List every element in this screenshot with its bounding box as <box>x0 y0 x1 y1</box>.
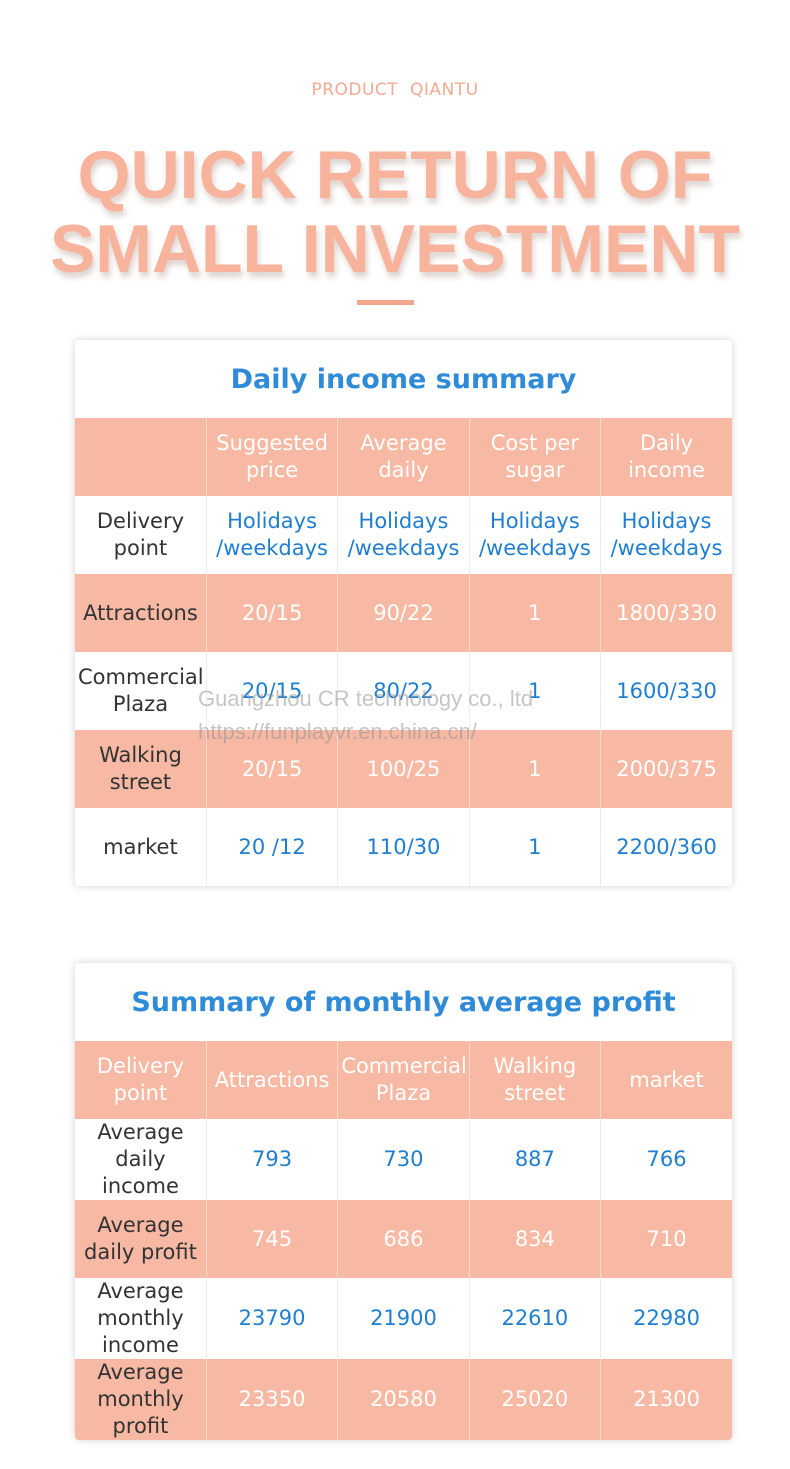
table-card: Daily income summary Suggested price Avera… <box>75 340 732 886</box>
table-cell: 710 <box>600 1200 732 1278</box>
table-row: Attractions 20/15 90/22 1 1800/330 <box>75 574 732 652</box>
header-cell: Daily income <box>600 418 732 496</box>
table-title: Summary of monthly average profit <box>131 987 676 1018</box>
table-cell: 2200/360 <box>616 834 717 859</box>
table-row: market 20 /12 110/30 1 2200/360 <box>75 808 732 886</box>
table-cell: 23790 <box>206 1278 339 1359</box>
table-cell: 766 <box>646 1147 687 1171</box>
row-label: Average monthly profit <box>75 1359 207 1440</box>
table-row: Walking street 20/15 100/25 1 2000/375 <box>75 730 732 808</box>
table-cell: 20/15 <box>206 574 339 652</box>
table-card: Summary of monthly average profit Deliver… <box>75 963 732 1440</box>
table-cell: Holidays /weekdays <box>206 496 339 574</box>
header-row: Delivery point Attractions Commercial Plaz… <box>75 1041 732 1119</box>
table-cell: 834 <box>469 1200 602 1278</box>
table-cell: 1600/330 <box>616 678 717 703</box>
table: Suggested price Average daily Cost per sug… <box>75 418 732 886</box>
table-cell: 686 <box>337 1200 470 1278</box>
watermark: Guangzhou CR technology co., ltd <box>198 686 534 711</box>
table-cell: 90/22 <box>337 574 470 652</box>
table-cell: 23350 <box>206 1359 339 1440</box>
row-label: Delivery point <box>75 496 207 574</box>
table-cell: 1 <box>469 808 602 886</box>
row-label: market <box>75 808 207 886</box>
row-label: Walking street <box>75 730 207 808</box>
header-cell: Suggested price <box>206 418 339 496</box>
header-cell: Cost per sugar <box>469 418 602 496</box>
table-cell: 1 <box>469 652 602 730</box>
table-cell: 20/15 <box>206 730 339 808</box>
table-cell: Holidays /weekdays <box>610 509 723 560</box>
header-cell: Attractions <box>206 1041 339 1119</box>
table-cell: 80/22 <box>337 652 470 730</box>
row-label: Average daily profit <box>75 1200 207 1278</box>
table-cell: 20580 <box>337 1359 470 1440</box>
table-cell: 20/15 <box>206 652 339 730</box>
header-cell: Average daily <box>337 418 470 496</box>
row-label: Attractions <box>75 574 207 652</box>
row-label: Commercial Plaza <box>75 652 207 730</box>
watermark: https://funplayvr.en.china.cn/ <box>198 719 477 744</box>
table-cell: 22610 <box>469 1278 602 1359</box>
table-row: Average monthly profit 23350 20580 25020 213… <box>75 1359 732 1440</box>
table-title: Daily income summary <box>230 364 577 395</box>
title-underline <box>357 300 414 305</box>
table-cell: 1 <box>469 574 602 652</box>
header-row: Suggested price Average daily Cost per sug… <box>75 418 732 496</box>
table-cell: Holidays /weekdays <box>337 496 470 574</box>
title-line: SMALL INVESTMENT <box>49 211 741 287</box>
header-cell: Commercial Plaza <box>337 1041 470 1119</box>
table-cell: 887 <box>469 1119 602 1200</box>
table-cell: 2000/375 <box>600 730 732 808</box>
header-cell: market <box>600 1041 732 1119</box>
table-cell: 730 <box>337 1119 470 1200</box>
header-cell: Delivery point <box>75 1041 207 1119</box>
table-cell: 21900 <box>337 1278 470 1359</box>
table-cell: 110/30 <box>337 808 470 886</box>
table-cell: 1800/330 <box>600 574 732 652</box>
row-label: Average monthly income <box>75 1278 207 1359</box>
row-label: Average daily income <box>75 1119 207 1200</box>
table-row: Commercial Plaza 20/15 80/22 1 1600/330 <box>75 652 732 730</box>
table-cell: 21300 <box>600 1359 732 1440</box>
header-cell <box>75 418 207 496</box>
table-cell: 22980 <box>633 1306 700 1330</box>
table-cell: Holidays /weekdays <box>469 496 602 574</box>
product-label: PRODUCT QIANTU <box>311 80 479 100</box>
table-cell: 745 <box>206 1200 339 1278</box>
table-cell: 793 <box>206 1119 339 1200</box>
table: Delivery point Attractions Commercial Plaz… <box>75 1041 732 1440</box>
table-row: Delivery point Holidays /weekdays Holidays… <box>75 496 732 574</box>
table-cell: 100/25 <box>337 730 470 808</box>
main-title: QUICK RETURN OF SMALL INVESTMENT <box>0 138 790 286</box>
table-cell: 1 <box>469 730 602 808</box>
header-cell: Walking street <box>469 1041 602 1119</box>
title-line: QUICK RETURN OF <box>77 137 713 213</box>
table-row: Average monthly income 23790 21900 22610 229… <box>75 1278 732 1359</box>
table-row: Average daily profit 745 686 834 710 <box>75 1200 732 1278</box>
table-cell: 25020 <box>469 1359 602 1440</box>
table-cell: 20 /12 <box>206 808 339 886</box>
table-row: Average daily income 793 730 887 766 <box>75 1119 732 1200</box>
